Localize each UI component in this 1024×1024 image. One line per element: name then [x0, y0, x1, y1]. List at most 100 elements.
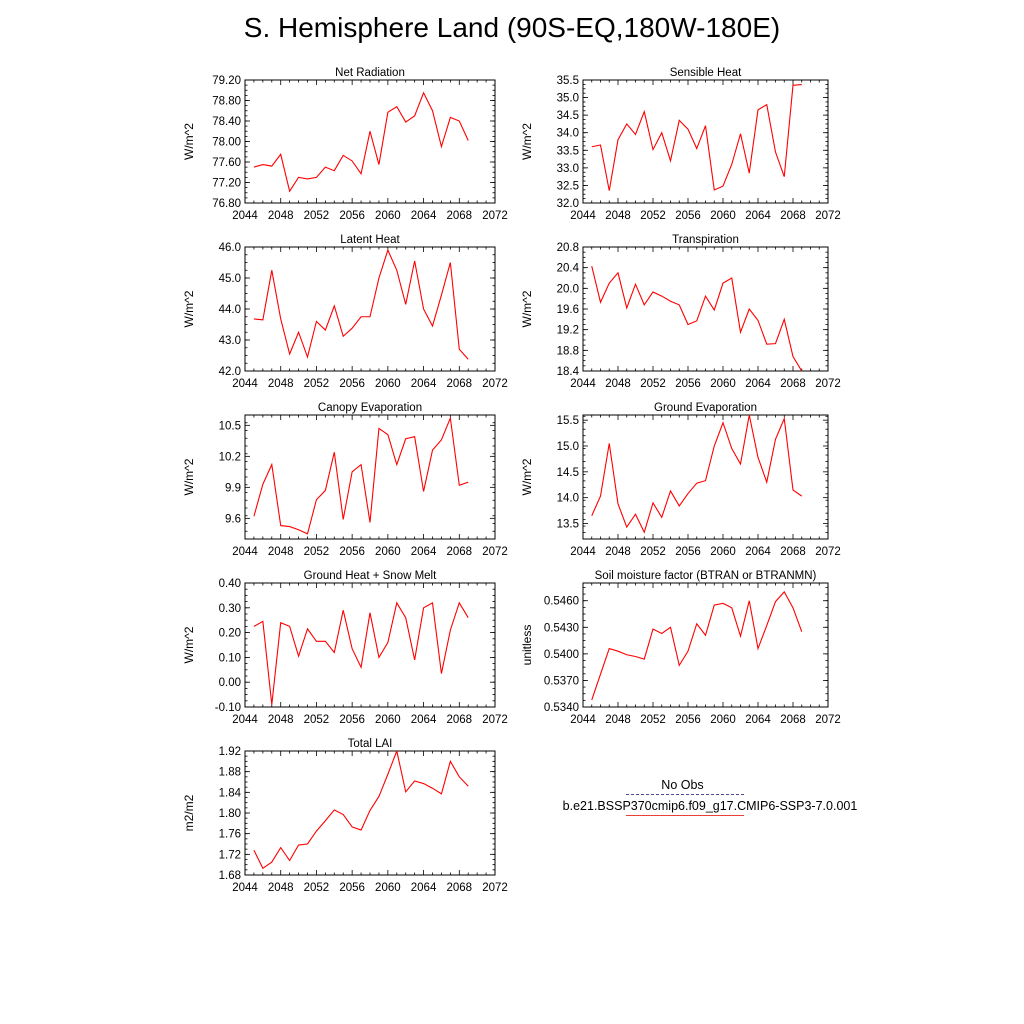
y-tick-label: 13.5: [557, 519, 579, 531]
x-tick-label: 2056: [675, 546, 701, 558]
y-tick-label: 35.0: [557, 93, 579, 105]
series-line: [591, 590, 803, 701]
y-axis-label: unitless: [520, 625, 534, 666]
x-tick-label: 2044: [570, 378, 596, 390]
y-tick-label: 10.5: [219, 420, 241, 432]
x-tick-label: 2044: [232, 714, 258, 726]
y-tick-label: 0.00: [219, 677, 241, 689]
y-tick-label: 9.9: [225, 482, 241, 494]
plot-frame: [244, 750, 496, 876]
y-axis-label: W/m^2: [520, 290, 534, 327]
y-tick-label: 45.0: [219, 273, 241, 285]
panel-9: 2044 2048 2052 2056 2060 2064 2068 2072 1.68 1.72…: [182, 738, 508, 894]
y-tick-label: 20.4: [557, 263, 580, 275]
legend: No Obs b.e21.BSSP370cmip6.f09_g17.CMIP6-…: [530, 778, 890, 816]
x-tick-label: 2068: [780, 210, 806, 222]
panel-title: Ground Evaporation: [654, 402, 757, 414]
x-tick-label: 2072: [815, 714, 841, 726]
y-tick-label: 42.0: [219, 366, 241, 378]
y-tick-label: 18.8: [557, 345, 579, 357]
x-tick-label: 2048: [268, 210, 294, 222]
y-tick-label: 0.5340: [544, 702, 579, 714]
x-tick-label: 2056: [675, 378, 701, 390]
x-tick-label: 2072: [482, 378, 508, 390]
x-tick-label: 2048: [605, 546, 631, 558]
panel-5: 2044 2048 2052 2056 2060 2064 2068 2072 9.6 9.9 10…: [182, 402, 508, 558]
y-tick-label: 32.0: [557, 198, 579, 210]
series-line: [591, 84, 802, 191]
y-axis-label: W/m^2: [520, 123, 534, 160]
y-tick-label: 9.6: [225, 513, 241, 525]
y-tick-label: 18.4: [557, 366, 580, 378]
x-tick-label: 2048: [605, 714, 631, 726]
y-tick-label: 0.10: [219, 652, 241, 664]
y-tick-label: 32.5: [557, 180, 579, 192]
y-tick-label: 19.6: [557, 304, 579, 316]
x-tick-label: 2056: [339, 378, 365, 390]
x-tick-label: 2060: [710, 714, 736, 726]
plot-frame: [244, 79, 496, 204]
x-tick-label: 2068: [780, 714, 806, 726]
y-tick-label: 33.5: [557, 145, 579, 157]
panel-4: 2044 2048 2052 2056 2060 2064 2068 2072 18.4 18.8…: [520, 234, 841, 390]
y-tick-label: 77.20: [212, 178, 241, 190]
x-tick-label: 2064: [411, 378, 437, 390]
y-tick-label: 14.0: [557, 493, 579, 505]
y-tick-label: 33.0: [557, 163, 579, 175]
x-tick-label: 2052: [640, 714, 666, 726]
panel-title: Soil moisture factor (BTRAN or BTRANMN): [595, 570, 817, 582]
y-tick-label: 0.5400: [544, 649, 579, 661]
x-tick-label: 2052: [304, 882, 330, 894]
x-tick-label: 2068: [446, 546, 472, 558]
x-tick-label: 2052: [304, 210, 330, 222]
y-tick-label: 0.5460: [544, 596, 579, 608]
panel-title: Transpiration: [672, 234, 739, 246]
y-tick-label: 78.40: [212, 116, 241, 128]
x-tick-label: 2052: [304, 714, 330, 726]
x-tick-label: 2064: [411, 882, 437, 894]
x-tick-label: 2044: [232, 378, 258, 390]
y-axis-label: m2/m2: [182, 794, 196, 831]
x-tick-label: 2048: [268, 378, 294, 390]
x-tick-label: 2048: [268, 546, 294, 558]
panel-6: 2044 2048 2052 2056 2060 2064 2068 2072 13.5 14.0…: [520, 402, 841, 558]
x-tick-label: 2064: [411, 546, 437, 558]
x-tick-label: 2072: [482, 882, 508, 894]
y-tick-label: 34.5: [557, 110, 579, 122]
x-tick-label: 2072: [482, 546, 508, 558]
y-axis-label: W/m^2: [182, 123, 196, 160]
x-tick-label: 2052: [304, 378, 330, 390]
x-tick-label: 2044: [570, 546, 596, 558]
series-line: [591, 265, 803, 371]
x-tick-label: 2072: [815, 210, 841, 222]
x-tick-label: 2060: [375, 210, 401, 222]
panel-1: 2044 2048 2052 2056 2060 2064 2068 2072 76.80 77.…: [182, 67, 508, 222]
panel-title: Net Radiation: [335, 67, 405, 79]
x-tick-label: 2068: [780, 378, 806, 390]
series-line: [253, 751, 469, 870]
panel-title: Latent Heat: [340, 234, 400, 246]
plot-frame: [582, 582, 829, 708]
x-tick-label: 2068: [446, 714, 472, 726]
y-tick-label: 46.0: [219, 242, 241, 254]
panel-title: Total LAI: [348, 738, 393, 750]
y-tick-label: 20.0: [557, 283, 579, 295]
plot-frame: [244, 582, 496, 708]
x-tick-label: 2048: [605, 378, 631, 390]
x-tick-label: 2064: [745, 210, 771, 222]
legend-model-label: b.e21.BSSP370cmip6.f09_g17.CMIP6-SSP3-7.…: [562, 799, 858, 813]
y-tick-label: 15.5: [557, 415, 579, 427]
panel-3: 2044 2048 2052 2056 2060 2064 2068 2072 42.0 43.0…: [182, 234, 508, 390]
x-tick-label: 2052: [640, 378, 666, 390]
x-tick-label: 2044: [232, 882, 258, 894]
y-tick-label: 35.5: [557, 75, 579, 87]
x-tick-label: 2044: [232, 546, 258, 558]
x-tick-label: 2056: [339, 210, 365, 222]
y-tick-label: 43.0: [219, 335, 241, 347]
x-tick-label: 2060: [375, 378, 401, 390]
x-tick-label: 2068: [446, 378, 472, 390]
x-tick-label: 2072: [482, 210, 508, 222]
y-tick-label: 1.68: [219, 870, 241, 882]
panel-2: 2044 2048 2052 2056 2060 2064 2068 2072 32.0 32.5…: [520, 67, 841, 222]
